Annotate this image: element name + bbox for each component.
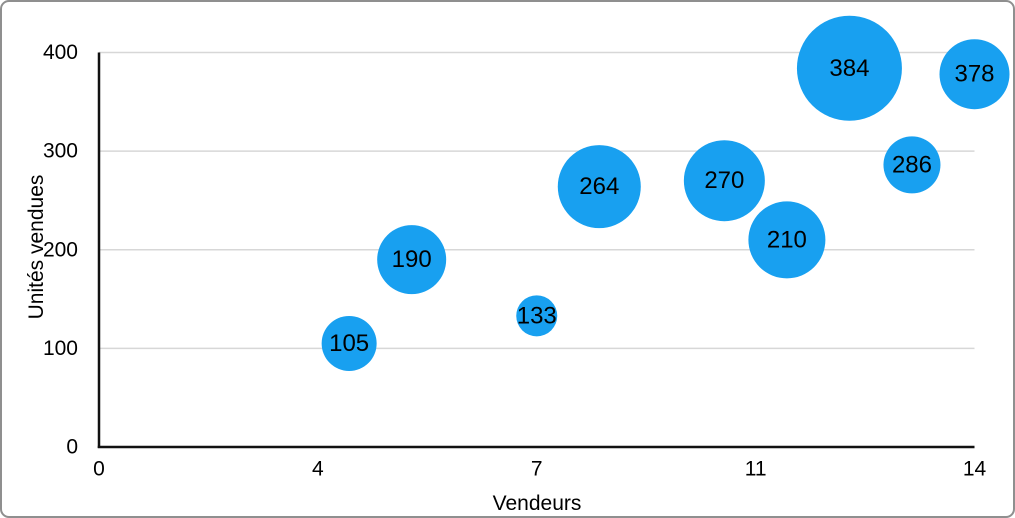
x-tick-label: 0 [93,458,105,481]
bubble[interactable] [321,315,377,371]
bubble-label: 384 [829,55,869,82]
x-tick-label: 7 [531,458,543,481]
bubble-label: 378 [954,61,994,88]
bubble-label: 286 [892,151,932,178]
bubble[interactable] [939,39,1010,110]
x-tick-label: 4 [312,458,324,481]
x-tick-label: 14 [963,458,987,481]
x-tick-label: 11 [745,458,767,481]
y-tick-label: 200 [43,238,78,261]
x-axis-title: Vendeurs [492,492,582,515]
y-tick-label: 0 [66,436,78,459]
bubble[interactable] [883,136,941,194]
bubble[interactable] [557,145,641,229]
bubble-label: 190 [392,246,432,273]
bubble[interactable] [377,225,447,295]
bubble-label: 210 [767,226,807,253]
bubble[interactable] [683,140,765,222]
bubble-label: 105 [329,330,369,357]
bubble[interactable] [748,201,826,279]
bubble[interactable] [516,295,558,337]
y-tick-label: 300 [43,140,78,163]
bubble[interactable] [796,15,902,121]
bubble-label: 270 [704,167,744,194]
y-tick-label: 400 [43,41,78,64]
bubble-label: 264 [579,173,619,200]
bubble-label: 133 [517,302,557,329]
y-axis-title: Unités vendues [25,174,48,320]
y-tick-label: 100 [43,337,78,360]
